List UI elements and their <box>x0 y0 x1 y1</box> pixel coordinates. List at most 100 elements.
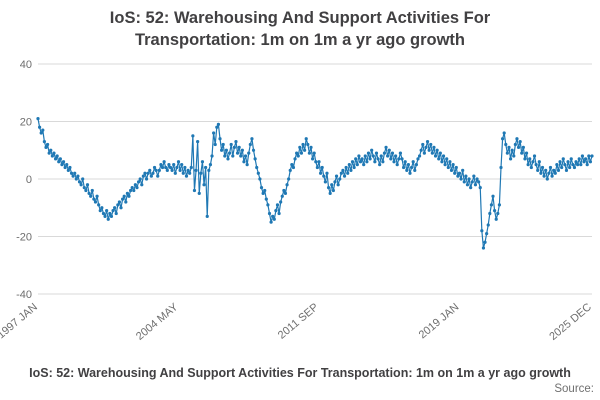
data-point <box>306 142 310 146</box>
data-point <box>341 168 345 172</box>
data-point <box>192 188 197 192</box>
data-point <box>274 208 278 212</box>
data-point <box>38 125 42 129</box>
data-point <box>384 145 388 149</box>
data-point <box>424 145 428 149</box>
data-point <box>36 116 40 120</box>
data-point <box>243 153 248 158</box>
data-point <box>430 151 434 155</box>
data-point <box>346 171 350 175</box>
data-point <box>293 156 297 161</box>
data-point <box>156 174 160 178</box>
data-point <box>568 165 572 169</box>
data-point <box>561 156 565 161</box>
data-point <box>45 142 50 146</box>
data-point <box>473 182 478 186</box>
data-point <box>588 159 593 163</box>
data-point <box>587 153 591 158</box>
data-line <box>37 117 593 249</box>
data-point <box>330 182 334 186</box>
data-point <box>552 168 556 172</box>
data-point <box>566 159 570 163</box>
data-point <box>406 162 410 166</box>
data-point <box>318 171 323 175</box>
data-point <box>178 168 182 172</box>
data-point <box>528 156 532 161</box>
data-point <box>317 159 321 163</box>
data-point <box>290 162 294 166</box>
data-point <box>371 153 375 158</box>
data-point <box>572 165 577 169</box>
y-tick-label: 0 <box>26 174 32 186</box>
data-point <box>220 148 224 152</box>
data-point <box>521 145 525 149</box>
data-point <box>354 156 358 161</box>
data-point <box>563 162 567 166</box>
data-point <box>414 162 418 166</box>
data-point <box>121 197 125 201</box>
data-point <box>154 168 158 172</box>
data-point <box>555 162 559 166</box>
data-point <box>122 194 126 198</box>
x-tick-label: 2011 SEP <box>276 301 321 342</box>
data-point <box>129 188 133 192</box>
data-point <box>363 153 367 158</box>
data-point <box>462 179 466 184</box>
data-point <box>100 205 104 209</box>
data-point <box>186 168 190 172</box>
data-point <box>494 217 498 221</box>
data-point <box>133 182 137 186</box>
data-point <box>315 165 319 169</box>
data-point <box>326 185 331 189</box>
data-point <box>526 162 530 166</box>
data-point <box>580 153 585 158</box>
data-point <box>301 142 305 146</box>
data-point <box>63 165 67 169</box>
data-point <box>413 168 417 172</box>
data-point <box>398 151 403 155</box>
data-point <box>151 171 155 175</box>
data-point <box>314 159 318 163</box>
data-point <box>199 171 203 175</box>
data-point <box>250 136 254 140</box>
data-point <box>261 191 265 195</box>
data-point <box>103 214 107 218</box>
data-point <box>79 182 83 186</box>
data-point <box>322 174 326 178</box>
data-point <box>433 153 438 158</box>
data-point <box>485 231 489 235</box>
data-point <box>416 156 420 161</box>
data-point <box>84 188 88 192</box>
data-point <box>523 156 527 161</box>
data-point <box>71 174 75 178</box>
data-point <box>181 171 185 175</box>
data-point <box>135 185 139 189</box>
data-point <box>590 153 594 158</box>
data-point <box>65 162 69 166</box>
data-point <box>475 176 479 181</box>
data-point <box>232 145 236 149</box>
data-point <box>237 145 241 149</box>
y-tick-label: 40 <box>20 59 32 71</box>
data-point <box>204 165 208 169</box>
x-tick-label: 2025 DEC <box>547 301 594 343</box>
data-point <box>148 168 152 172</box>
data-point <box>577 156 581 161</box>
footer-title: IoS: 52: Warehousing And Support Activit… <box>29 365 571 380</box>
data-point <box>553 171 557 175</box>
data-point <box>304 136 308 140</box>
x-tick-label: 1997 JAN <box>0 301 40 341</box>
data-point <box>89 194 93 198</box>
data-point <box>60 162 64 166</box>
data-point <box>251 148 256 152</box>
data-point <box>309 145 313 149</box>
data-point <box>536 168 540 172</box>
data-point <box>82 185 86 189</box>
data-point <box>269 220 273 224</box>
data-point <box>569 156 573 161</box>
data-point <box>446 165 450 169</box>
data-point <box>349 168 353 172</box>
data-point <box>157 168 161 172</box>
data-point <box>266 202 270 207</box>
